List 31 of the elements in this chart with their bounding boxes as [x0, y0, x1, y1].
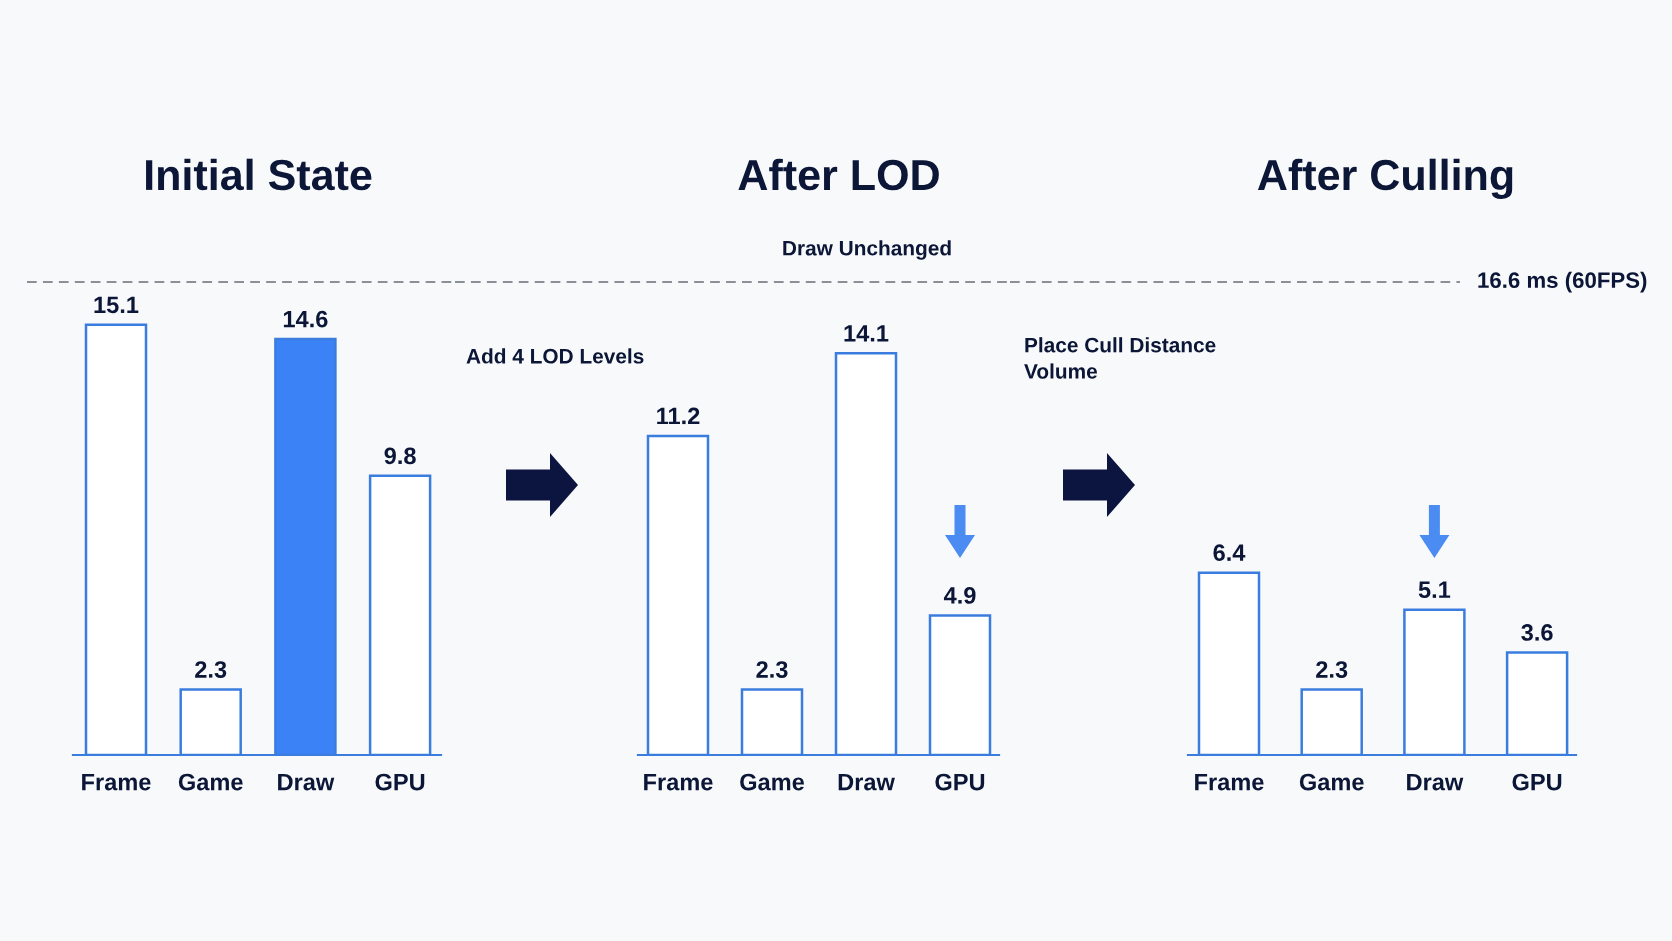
- annotation: Add 4 LOD Levels: [466, 348, 644, 364]
- data-label: 14.6: [283, 310, 328, 328]
- x-tick-label: Game: [740, 773, 805, 791]
- x-tick-label: Game: [178, 773, 243, 791]
- x-tick-label: GPU: [1512, 773, 1562, 791]
- x-tick-label: GPU: [375, 773, 425, 791]
- data-label: 5.1: [1418, 581, 1451, 599]
- x-tick-label: GPU: [935, 773, 985, 791]
- data-label: 14.1: [844, 325, 889, 342]
- chart-title: After Culling: [1257, 158, 1513, 200]
- x-tick-label: Frame: [644, 773, 713, 791]
- x-tick-label: Draw: [1407, 773, 1464, 791]
- data-label: 6.4: [1213, 544, 1246, 562]
- chart-title: After LOD: [738, 158, 939, 191]
- text: Place Cull Distance Volume: [1024, 337, 1216, 379]
- x-tick-label: Draw: [838, 773, 895, 791]
- data-label: 9.8: [384, 447, 416, 465]
- data-label: 15.1: [94, 296, 139, 314]
- ref-line-label: 16.6 ms (60FPS): [1478, 271, 1647, 293]
- data-label: 2.3: [756, 661, 788, 678]
- x-tick-label: Draw: [278, 773, 335, 791]
- chart-title: Initial State: [146, 158, 372, 191]
- x-tick-label: Frame: [1195, 773, 1264, 791]
- data-label: 4.9: [943, 587, 976, 604]
- data-label: 2.3: [195, 661, 227, 678]
- data-label: 3.6: [1521, 624, 1553, 641]
- data-label: 11.2: [657, 407, 700, 425]
- text: Draw Unchanged: [783, 240, 951, 260]
- data-label: 2.3: [1316, 661, 1348, 678]
- x-tick-label: Frame: [82, 773, 151, 791]
- x-tick-label: Game: [1299, 773, 1364, 791]
